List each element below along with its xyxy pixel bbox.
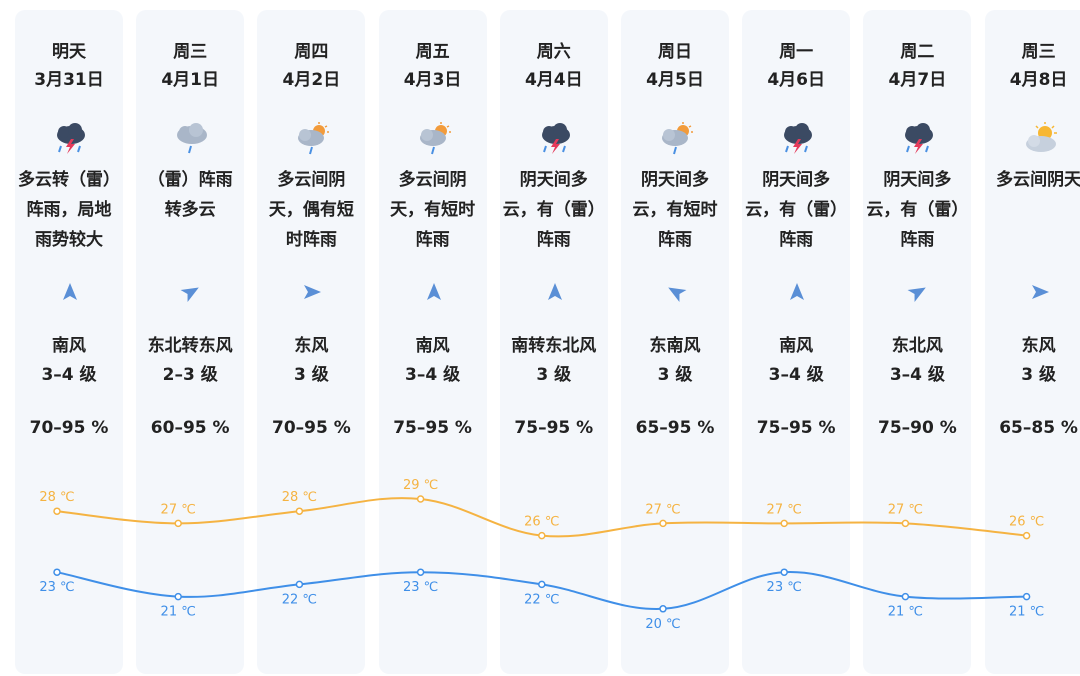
day-label: 周三 — [173, 42, 208, 62]
arrow-north-icon — [786, 281, 808, 303]
wind-level: 3–4 级 — [889, 365, 945, 385]
wind-level: 3–4 级 — [768, 365, 824, 385]
date-label: 4月4日 — [524, 70, 583, 90]
weather-description: 阴天间多 云，有（雷） 阵雨 — [502, 170, 605, 250]
wind-direction: 东北风 — [891, 336, 943, 356]
arrow-northeast-icon — [907, 281, 929, 303]
forecast-day-card: 周三 4月8日多云间阴天东风 3 级 65–85 % — [984, 10, 1080, 674]
forecast-day-card: 周二 4月7日阴天间多 云，有（雷） 阵雨东北风 3–4 级 75–90 % — [863, 10, 972, 674]
forecast-day-card: 周一 4月6日阴天间多 云，有（雷） 阵雨南风 3–4 级 75–95 % — [742, 10, 851, 674]
wind-direction: 南风 — [52, 336, 86, 356]
humidity-range: 75–95 % — [756, 418, 836, 438]
sun-cloud-rain-icon — [415, 122, 455, 156]
day-label: 明天 — [52, 42, 86, 62]
humidity-range: 65–95 % — [635, 418, 715, 438]
wind-level: 3 级 — [657, 365, 693, 385]
day-label: 周一 — [779, 42, 814, 62]
arrow-northwest-icon — [665, 281, 687, 303]
day-label: 周四 — [294, 42, 329, 62]
wind-direction: 东风 — [1021, 336, 1056, 356]
sun-cloud-rain-icon — [293, 122, 333, 156]
forecast-day-card: 明天 3月31日多云转（雷） 阵雨，局地 雨势较大南风 3–4 级 70–95 % — [15, 10, 123, 674]
wind-level: 2–3 级 — [162, 365, 218, 385]
sun-cloud-icon — [1021, 122, 1061, 156]
date-label: 4月6日 — [767, 70, 826, 90]
date-label: 3月31日 — [34, 70, 104, 90]
weather-description: 多云间阴天 — [996, 170, 1080, 190]
forecast-day-card: 周三 4月1日 （雷）阵雨 转多云东北转东风 2–3 级 60–95 % — [136, 10, 245, 674]
humidity-range: 75–90 % — [878, 418, 957, 438]
date-label: 4月5日 — [646, 70, 704, 90]
date-label: 4月1日 — [161, 70, 220, 90]
date-label: 4月2日 — [282, 70, 341, 90]
rain-cloud-icon — [172, 122, 212, 156]
wind-level: 3–4 级 — [41, 365, 97, 385]
weather-description: 多云转（雷） 阵雨，局地 雨势较大 — [18, 170, 120, 250]
weather-description: 阴天间多 云，有（雷） 阵雨 — [745, 170, 848, 250]
arrow-north-icon — [544, 281, 566, 303]
wind-direction: 东风 — [294, 336, 329, 356]
sun-cloud-rain-icon — [657, 122, 697, 156]
day-label: 周六 — [536, 42, 571, 62]
thunder-rain-icon — [778, 122, 818, 156]
thunder-rain-icon — [51, 122, 91, 156]
forecast-day-card: 周六 4月4日阴天间多 云，有（雷） 阵雨南转东北风 3 级 75–95 % — [499, 10, 608, 674]
forecast-day-card: 周日 4月5日阴天间多 云，有短时 阵雨东南风 3 级 65–95 % — [621, 10, 729, 674]
day-label: 周三 — [1021, 42, 1056, 62]
day-label: 周五 — [415, 42, 450, 62]
weather-description: 多云间阴 天，有短时 阵雨 — [390, 170, 476, 250]
wind-level: 3 级 — [536, 365, 572, 385]
arrow-northeast-icon — [180, 281, 202, 303]
arrow-north-icon — [59, 281, 81, 303]
date-label: 4月3日 — [403, 70, 462, 90]
wind-direction: 南风 — [779, 336, 814, 356]
humidity-range: 60–95 % — [150, 418, 230, 438]
wind-direction: 南风 — [415, 336, 450, 356]
weather-description: （雷）阵雨 转多云 — [147, 170, 233, 220]
wind-level: 3–4 级 — [405, 365, 461, 385]
humidity-range: 75–95 % — [514, 418, 594, 438]
forecast-day-card: 周五 4月3日多云间阴 天，有短时 阵雨南风 3–4 级 75–95 % — [378, 10, 487, 674]
humidity-range: 65–85 % — [999, 418, 1078, 438]
weather-description: 阴天间多 云，有短时 阵雨 — [632, 170, 718, 250]
thunder-rain-icon — [536, 122, 576, 156]
humidity-range: 75–95 % — [393, 418, 472, 438]
forecast-day-card: 周四 4月2日多云间阴 天，偶有短 时阵雨东风 3 级 70–95 % — [257, 10, 366, 674]
wind-level: 3 级 — [1021, 365, 1056, 385]
day-label: 周二 — [900, 42, 935, 62]
arrow-east-icon — [301, 281, 323, 303]
weather-description: 多云间阴 天，偶有短 时阵雨 — [268, 170, 354, 250]
date-label: 4月8日 — [1009, 70, 1068, 90]
humidity-range: 70–95 % — [29, 418, 109, 438]
arrow-north-icon — [423, 281, 445, 303]
wind-direction: 东北转东风 — [147, 336, 233, 356]
date-label: 4月7日 — [888, 70, 947, 90]
wind-direction: 南转东北风 — [511, 336, 597, 356]
humidity-range: 70–95 % — [272, 418, 351, 438]
wind-level: 3 级 — [294, 365, 329, 385]
wind-direction: 东南风 — [649, 336, 701, 356]
arrow-east-icon — [1029, 281, 1051, 303]
day-label: 周日 — [658, 42, 692, 62]
weather-description: 阴天间多 云，有（雷） 阵雨 — [866, 170, 969, 250]
thunder-rain-icon — [899, 122, 939, 156]
